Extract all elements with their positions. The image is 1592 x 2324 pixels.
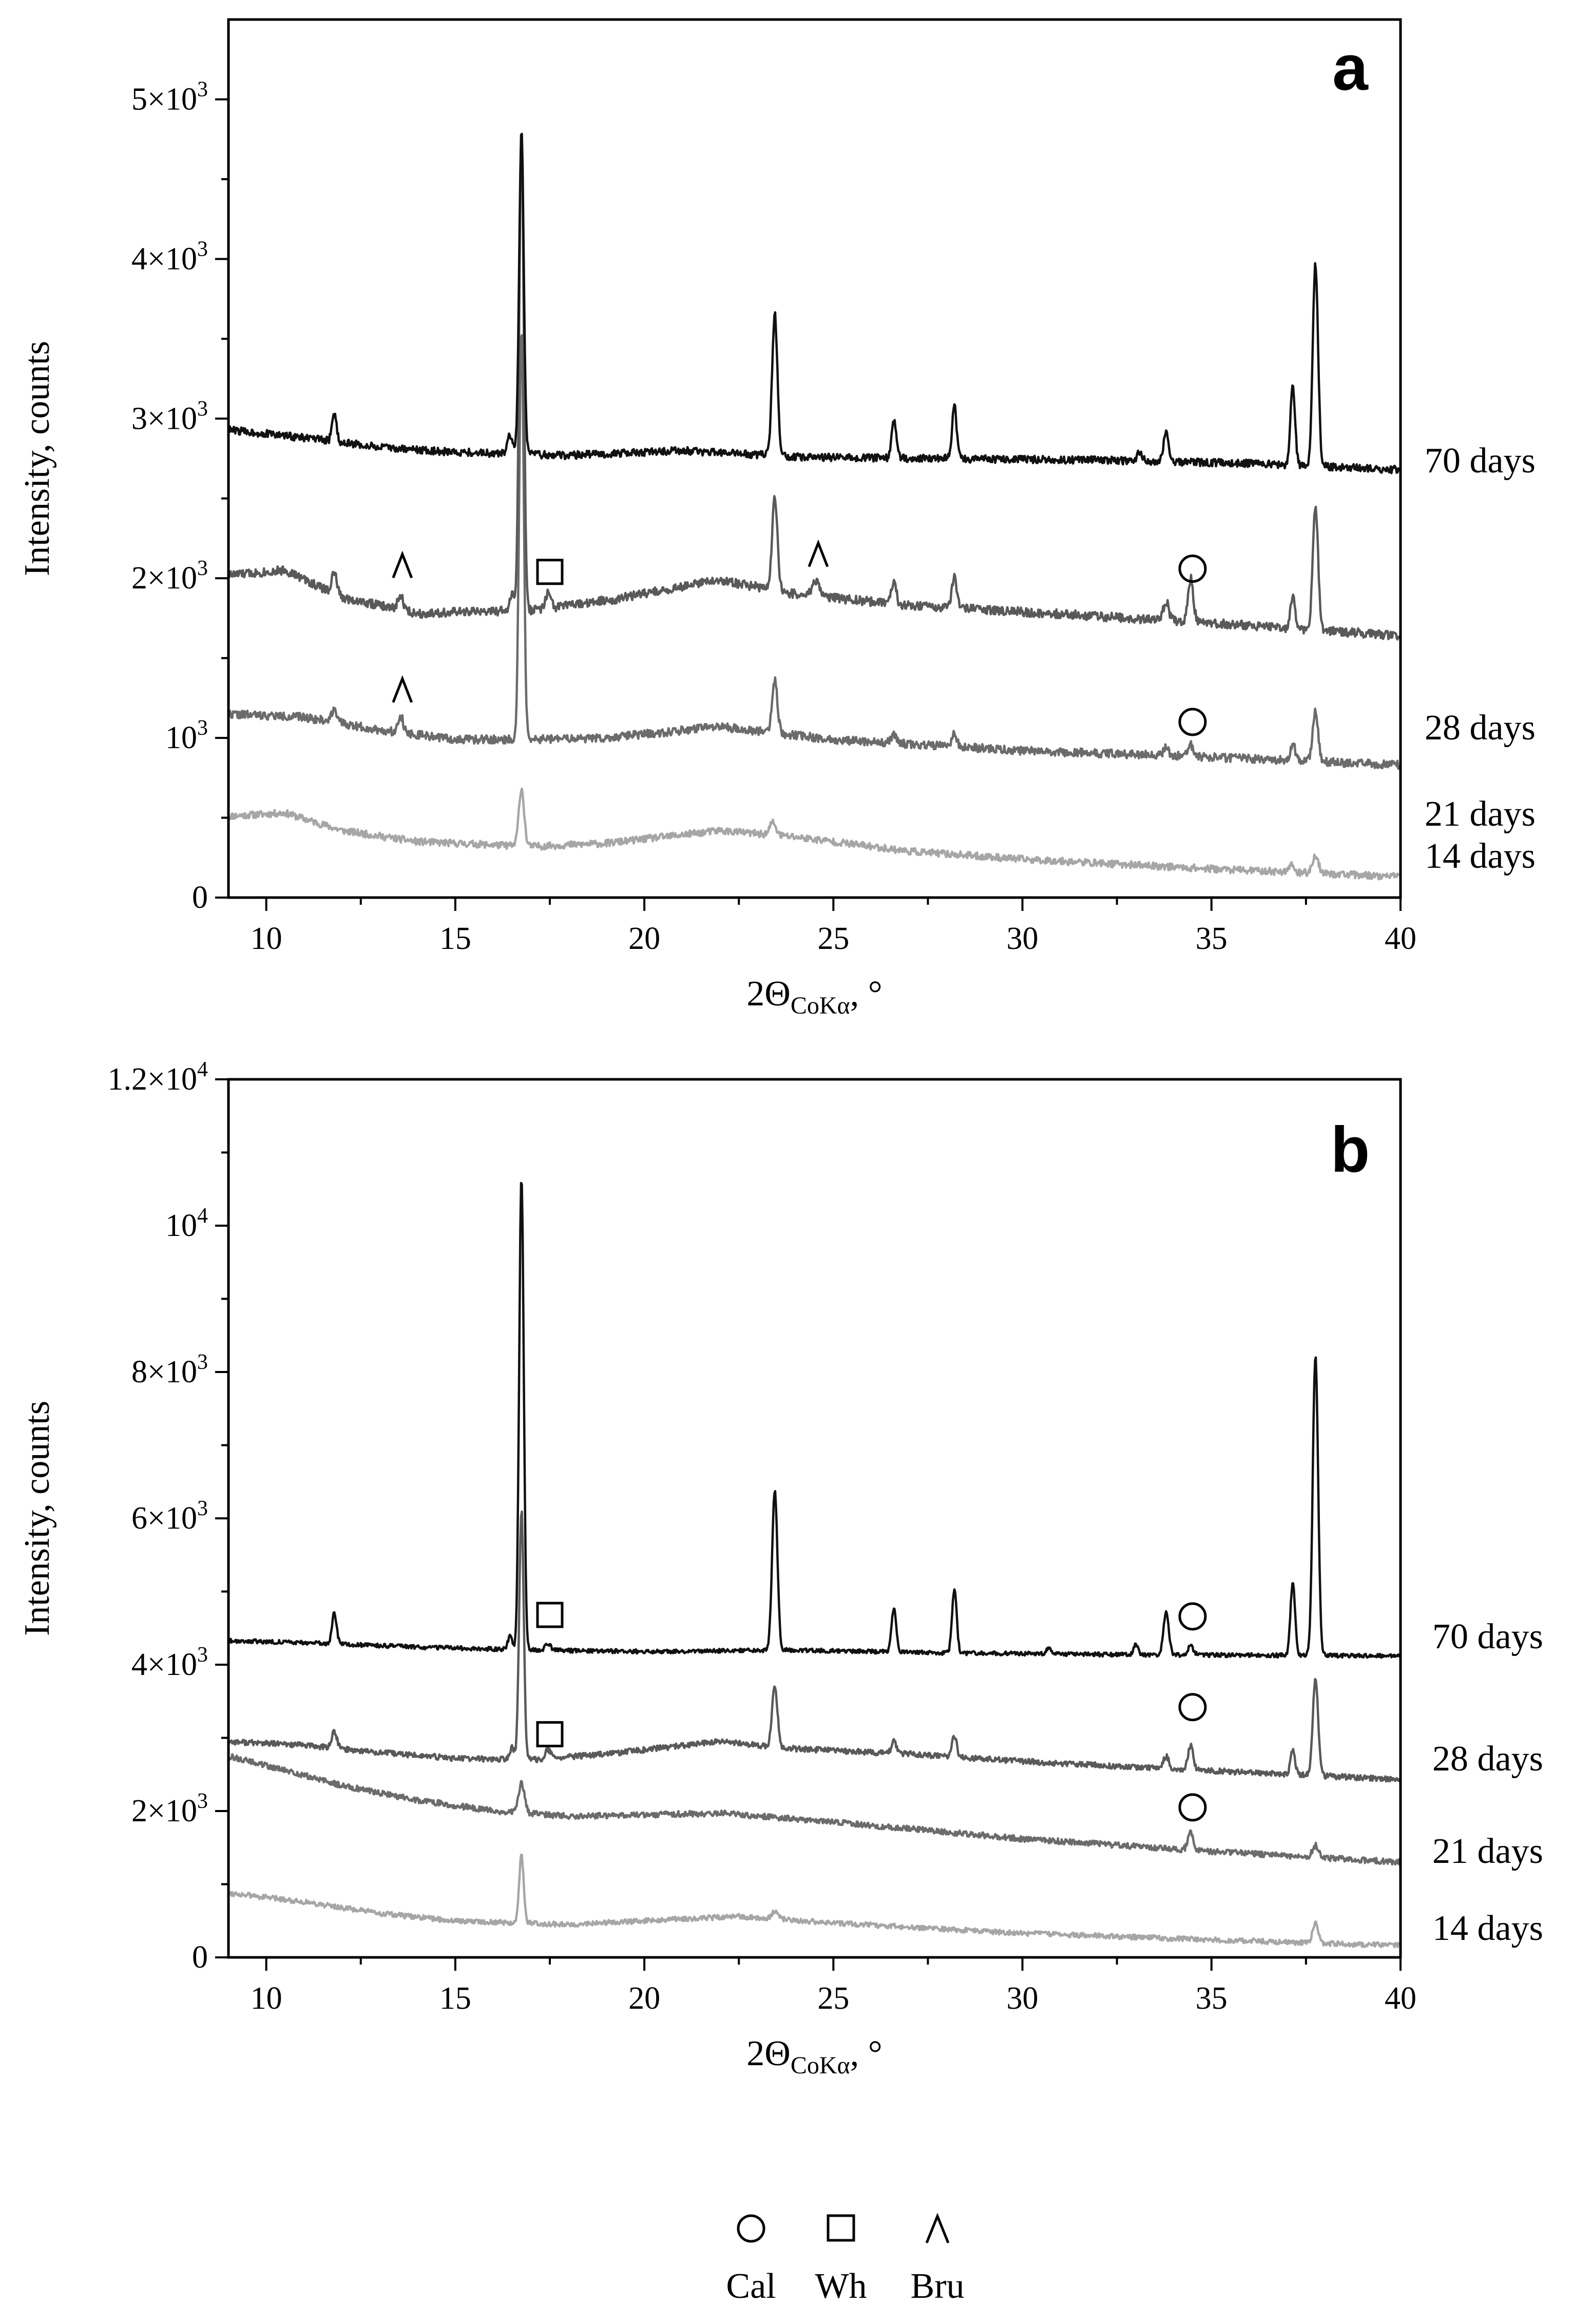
panel-a-series-label: 21 days bbox=[1425, 794, 1536, 834]
panel-a-trace-21-days bbox=[228, 334, 1402, 771]
panel-a-series-label: 70 days bbox=[1425, 441, 1536, 481]
panel-b-x-axis-title: 2ΘCoKα, ° bbox=[746, 2034, 882, 2079]
panel-b-y-axis-title: Intensity, counts bbox=[17, 1401, 57, 1636]
panel-a-y-tick-label: 3×103 bbox=[131, 397, 208, 436]
panel-a-x-tick-label: 35 bbox=[1196, 921, 1227, 956]
legend-label-bru: Bru bbox=[911, 2266, 965, 2306]
panel-b-x-tick-label: 15 bbox=[439, 1981, 471, 2016]
panel-b-y-tick-label: 2×103 bbox=[131, 1789, 208, 1828]
panel-b-series-layer bbox=[228, 1182, 1402, 1949]
panel-a-x-axis-title: 2ΘCoKα, ° bbox=[746, 974, 882, 1019]
wh-square-marker bbox=[536, 1721, 564, 1747]
bru-caret-marker bbox=[392, 675, 413, 703]
panel-b-y-tick-label: 4×103 bbox=[131, 1643, 208, 1682]
panel-a-x-tick-label: 10 bbox=[251, 921, 282, 956]
panel-b-trace-70-days bbox=[228, 1182, 1402, 1659]
panel-b-y-tick-label: 1.2×104 bbox=[108, 1058, 208, 1097]
legend-item-wh: Wh bbox=[815, 2214, 867, 2306]
panel-b-trace-28-days bbox=[228, 1510, 1402, 1783]
panel-a-y-tick-label: 4×103 bbox=[131, 237, 208, 276]
cal-circle-marker bbox=[1178, 708, 1207, 736]
cal-circle-marker bbox=[1178, 555, 1207, 583]
panel-a-trace-70-days bbox=[228, 132, 1402, 474]
cal-circle-marker bbox=[1178, 1793, 1207, 1822]
legend-label-cal: Cal bbox=[726, 2266, 776, 2306]
panel-b-y-tick-label: 104 bbox=[165, 1204, 208, 1243]
wh-square-marker bbox=[536, 559, 564, 585]
legend-label-wh: Wh bbox=[815, 2266, 867, 2306]
panel-b-x-tick-label: 25 bbox=[817, 1981, 849, 2016]
panel-a-y-tick-label: 103 bbox=[165, 716, 208, 755]
panel-a: 10 15 20 25 30 35 40 0 103 2×103 3×103 4×103 5×103 a… bbox=[17, 18, 1536, 1019]
panel-b-x-title-subscript: CoKα bbox=[791, 2052, 850, 2079]
panel-a-letter: a bbox=[1332, 32, 1369, 104]
panel-a-y-tick-label: 2×103 bbox=[131, 557, 208, 596]
panel-a-trace-14-days bbox=[228, 787, 1402, 881]
panel-b: 10 15 20 25 30 35 40 0 2×103 4×103 6×103 8×103 104 1.… bbox=[17, 1058, 1543, 2079]
cal-circle-marker bbox=[1178, 1693, 1207, 1722]
panel-a-x-title-suffix: , ° bbox=[850, 974, 883, 1014]
panel-b-letter: b bbox=[1331, 1114, 1370, 1186]
panel-a-series-label: 14 days bbox=[1425, 836, 1536, 876]
panel-a-x-tick-label: 25 bbox=[817, 921, 849, 956]
legend-item-cal: Cal bbox=[726, 2214, 776, 2306]
legend-item-bru: Bru bbox=[911, 2213, 965, 2306]
panel-a-x-tick-label: 30 bbox=[1007, 921, 1039, 956]
panel-b-x-title-main: 2Θ bbox=[746, 2034, 791, 2073]
panel-b-series-label: 28 days bbox=[1432, 1739, 1543, 1779]
panel-a-tick-layer: 10 15 20 25 30 35 40 0 103 2×103 3×103 4×103 5×103 bbox=[131, 78, 1416, 956]
panel-a-x-tick-label: 40 bbox=[1385, 921, 1416, 956]
panel-a-y-tick-label: 5×103 bbox=[131, 78, 208, 117]
legend-circle-marker bbox=[737, 2214, 765, 2243]
wh-square-marker bbox=[536, 1602, 564, 1628]
panel-a-x-tick-label: 15 bbox=[439, 921, 471, 956]
panel-b-x-tick-label: 10 bbox=[251, 1981, 282, 2016]
panel-b-series-labels: 14 days 21 days 28 days 70 days bbox=[1432, 1617, 1543, 1948]
panel-a-y-axis-title: Intensity, counts bbox=[17, 341, 57, 576]
panel-b-x-tick-label: 40 bbox=[1385, 1981, 1416, 2016]
panel-b-x-tick-label: 35 bbox=[1196, 1981, 1227, 2016]
panel-a-marker-layer bbox=[392, 539, 1207, 736]
panel-a-x-title-main: 2Θ bbox=[746, 974, 791, 1014]
bru-caret-marker bbox=[808, 539, 829, 567]
panel-b-series-label: 70 days bbox=[1432, 1617, 1543, 1656]
panel-a-trace-28-days bbox=[228, 135, 1402, 641]
panel-b-trace-21-days bbox=[228, 1753, 1401, 1866]
panel-b-marker-layer bbox=[536, 1602, 1207, 1822]
legend-square-marker bbox=[827, 2214, 855, 2242]
panel-b-series-label: 14 days bbox=[1432, 1909, 1543, 1948]
cal-circle-marker bbox=[1178, 1602, 1207, 1631]
panel-b-tick-layer: 10 15 20 25 30 35 40 0 2×103 4×103 6×103 8×103 104 1.… bbox=[108, 1058, 1416, 2016]
panel-a-x-tick-label: 20 bbox=[628, 921, 660, 956]
legend-caret-marker bbox=[925, 2213, 950, 2243]
panel-b-trace-14-days bbox=[228, 1853, 1402, 1949]
panel-a-y-tick-label: 0 bbox=[192, 880, 208, 915]
panel-b-x-tick-label: 20 bbox=[628, 1981, 660, 2016]
panel-b-x-title-suffix: , ° bbox=[850, 2034, 883, 2073]
panel-a-x-title-subscript: CoKα bbox=[791, 992, 850, 1019]
panel-a-series-layer bbox=[228, 132, 1402, 881]
figure-legend: Cal Wh Bru bbox=[726, 2213, 965, 2306]
panel-a-series-label: 28 days bbox=[1425, 708, 1536, 748]
panel-b-x-tick-label: 30 bbox=[1007, 1981, 1039, 2016]
panel-b-y-tick-label: 8×103 bbox=[131, 1350, 208, 1389]
bru-caret-marker bbox=[392, 550, 413, 579]
panel-b-series-label: 21 days bbox=[1432, 1832, 1543, 1871]
panel-b-y-tick-label: 0 bbox=[192, 1940, 208, 1975]
panel-a-plot-frame bbox=[227, 18, 1402, 899]
panel-b-y-tick-label: 6×103 bbox=[131, 1497, 208, 1536]
